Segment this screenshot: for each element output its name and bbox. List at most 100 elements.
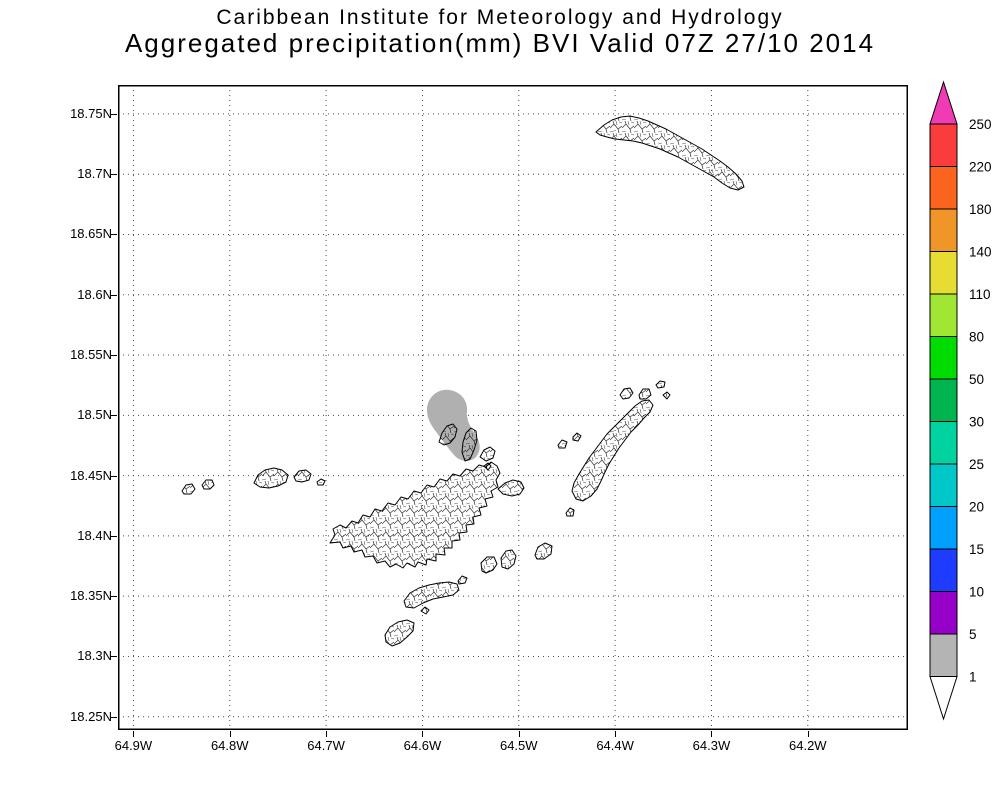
colorbar-segment [929,336,958,380]
lat-tick-mark [111,656,117,658]
lat-tick-mark [111,174,117,176]
lat-lon-grid [118,85,908,730]
colorbar-segment [929,591,958,635]
necker-island-outline [655,380,666,389]
lat-tick-mark [111,475,117,477]
colorbar-under-cap [929,676,958,721]
chart-title: Aggregated precipitation(mm) BVI Valid 0… [124,28,876,58]
lat-tick-label: 18.35N [70,588,112,604]
colorbar-tick-label: 250 [969,117,992,132]
lon-tick-label: 64.4W [596,738,634,753]
great-dog-outline [572,432,582,442]
lon-tick-mark [711,731,713,737]
pelican-island-outline [420,606,430,615]
lat-tick-label: 18.45N [70,467,112,483]
colorbar-segment [929,166,958,210]
colorbar-segment [929,548,958,592]
colorbar-segment [929,208,958,252]
lat-tick-label: 18.75N [70,105,112,121]
little-jost-van-dyke-outline [293,469,312,483]
colorbar-tick-label: 110 [969,287,991,302]
fallen-jerusalem-outline [565,507,575,517]
colorbar-tick-label: 140 [969,245,992,260]
lat-tick-label: 18.55N [70,347,112,363]
lat-tick-mark [111,355,117,357]
beef-island-outline [497,479,525,497]
lat-tick-label: 18.6N [77,286,112,302]
lat-tick-label: 18.65N [70,226,112,242]
lat-tick-label: 18.25N [70,708,112,724]
lon-tick-mark [133,731,135,737]
lat-tick-label: 18.3N [77,648,112,664]
colorbar-segment [929,463,958,507]
lon-tick-mark [518,731,520,737]
lon-tick-label: 64.6W [403,738,442,753]
salt-island-outline [480,556,498,574]
eustatia-island-outline [662,391,671,400]
great-tobago-outline [201,479,215,490]
colorbar-tick-label: 20 [969,500,984,515]
colorbar-tick-label: 15 [969,542,984,557]
lat-tick-label: 18.7N [77,166,112,182]
ginger-island-outline [534,542,553,560]
lat-tick-mark [111,716,117,718]
scrub-island-outline [479,446,496,462]
lon-tick-label: 64.7W [307,738,345,753]
george-dog-outline [557,439,568,449]
colorbar-over-cap [929,80,958,125]
tortola-outline [329,461,501,569]
norman-island-outline [384,619,415,647]
anegada-outline [595,115,745,191]
colorbar-segment [929,633,958,677]
colorbar-segment [929,293,958,337]
colorbar-tick-label: 50 [969,372,984,387]
colorbar-segment [929,123,958,167]
cooper-island-outline [500,549,517,570]
lon-tick-label: 64.2W [789,738,827,753]
lat-tick-mark [111,294,117,296]
colorbar-tick-label: 1 [969,670,977,685]
lon-tick-label: 64.3W [692,738,731,753]
colorbar-segment [929,421,958,465]
colorbar-tick-label: 80 [969,330,984,345]
colorbar-tick-label: 5 [969,627,977,642]
colorbar-tick-label: 10 [969,585,984,600]
lat-tick-mark [111,535,117,537]
lon-tick-label: 64.8W [210,738,249,753]
lon-tick-label: 64.9W [114,738,153,753]
colorbar-segment [929,506,958,550]
plot-frame [118,85,908,730]
colorbar-tick-label: 220 [969,160,992,175]
lat-tick-label: 18.5N [77,407,112,423]
lat-tick-mark [111,596,117,598]
colorbar-segment [929,251,958,295]
institution-title: Caribbean Institute for Meteorology and … [216,6,784,29]
lon-tick-mark [615,731,617,737]
colorbar-segment [929,378,958,422]
dead-chest-outline [457,575,468,585]
colorbar-tick-label: 25 [969,457,984,472]
lon-tick-mark [807,731,809,737]
green-cay-outline [316,478,326,486]
guana-island-outline [438,423,458,446]
virgin-gorda-outline [571,399,654,502]
lat-tick-mark [111,415,117,417]
jost-van-dyke-outline [253,467,289,489]
colorbar-tick-label: 180 [969,202,992,217]
lat-tick-mark [111,234,117,236]
island-outlines [181,115,745,647]
colorbar: 250 220 180 140 110 80 50 30 25 20 15 10 5 1 [929,80,992,721]
prickly-pear-island-outline [638,388,652,400]
lon-tick-mark [326,731,328,737]
peter-island-outline [403,581,460,609]
lon-tick-mark [422,731,424,737]
lon-tick-label: 64.5W [499,738,538,753]
lon-tick-mark [229,731,231,737]
lat-tick-label: 18.4N [77,527,112,543]
colorbar-tick-label: 30 [969,415,984,430]
lat-tick-mark [111,113,117,115]
mosquito-island-outline [619,387,634,400]
marina-cay-outline [483,462,492,471]
little-tobago-outline [181,483,196,495]
